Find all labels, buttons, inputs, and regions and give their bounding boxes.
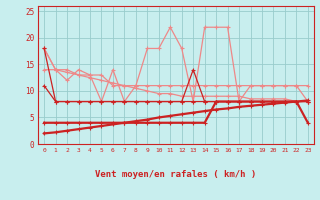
X-axis label: Vent moyen/en rafales ( km/h ): Vent moyen/en rafales ( km/h ) — [95, 170, 257, 179]
